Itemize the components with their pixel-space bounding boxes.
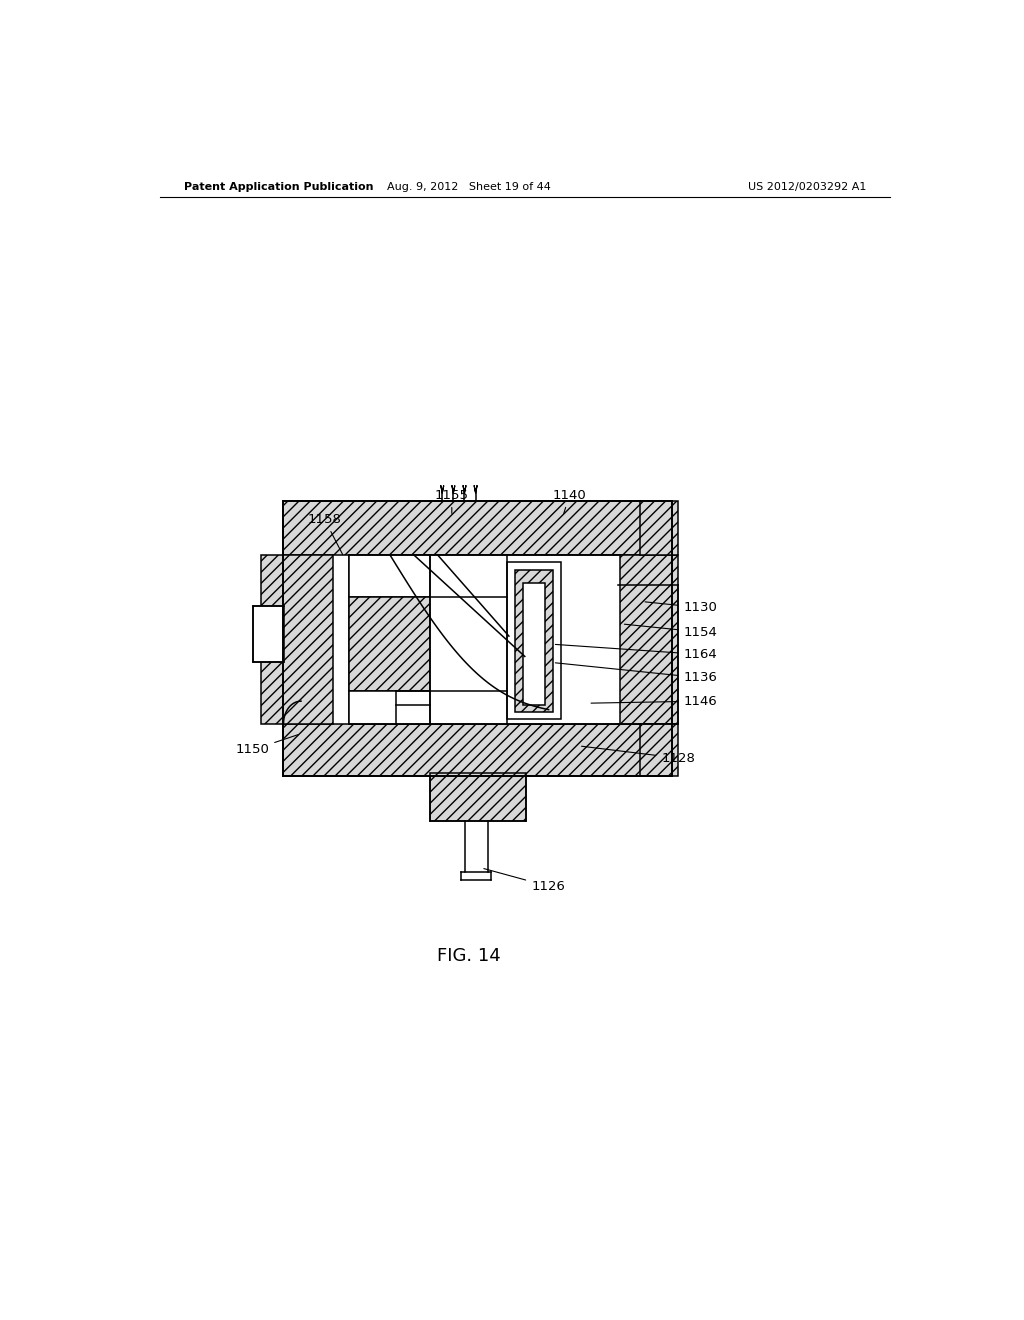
Text: FIG. 14: FIG. 14: [437, 948, 501, 965]
Text: 1146: 1146: [591, 694, 717, 708]
Bar: [253, 606, 284, 661]
Bar: [523, 583, 546, 705]
Text: 1155: 1155: [435, 488, 469, 513]
Text: US 2012/0203292 A1: US 2012/0203292 A1: [748, 182, 866, 191]
Text: 1158: 1158: [308, 513, 343, 554]
Bar: [283, 500, 672, 554]
Text: 1140: 1140: [553, 488, 587, 513]
Text: Aug. 9, 2012   Sheet 19 of 44: Aug. 9, 2012 Sheet 19 of 44: [387, 182, 551, 191]
Bar: [348, 554, 621, 723]
Bar: [348, 598, 430, 690]
Text: 1150: 1150: [236, 734, 298, 756]
Bar: [261, 554, 333, 723]
Text: 1154: 1154: [625, 624, 718, 639]
Text: 1130: 1130: [645, 601, 718, 614]
Bar: [430, 774, 526, 821]
Text: Patent Application Publication: Patent Application Publication: [183, 182, 373, 191]
Bar: [507, 562, 561, 719]
Text: 1164: 1164: [555, 644, 717, 661]
Bar: [348, 554, 430, 598]
Bar: [640, 500, 678, 554]
Bar: [283, 723, 672, 776]
Bar: [618, 554, 678, 723]
Bar: [640, 723, 678, 776]
Text: 1128: 1128: [582, 746, 695, 764]
Bar: [515, 570, 553, 713]
Text: 1136: 1136: [555, 663, 718, 684]
Text: 1126: 1126: [483, 869, 565, 892]
Bar: [348, 690, 430, 723]
